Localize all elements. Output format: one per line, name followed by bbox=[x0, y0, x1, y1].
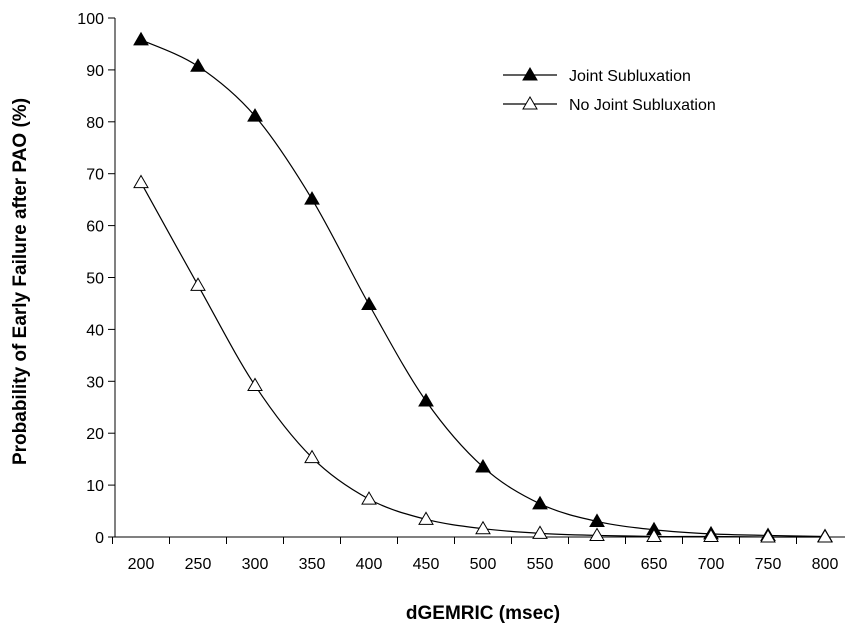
y-tick-label: 10 bbox=[86, 478, 104, 495]
legend-label: No Joint Subluxation bbox=[569, 97, 716, 114]
x-tick-label: 300 bbox=[242, 556, 269, 573]
data-point bbox=[247, 377, 263, 391]
x-tick-label: 700 bbox=[698, 556, 725, 573]
y-tick-label: 60 bbox=[86, 219, 104, 236]
data-point bbox=[589, 513, 605, 527]
data-point bbox=[190, 58, 206, 72]
legend-item: Joint Subluxation bbox=[503, 67, 691, 85]
data-point bbox=[304, 191, 320, 205]
legend-label: Joint Subluxation bbox=[569, 68, 691, 85]
y-tick-label: 40 bbox=[86, 322, 104, 339]
x-tick-label: 650 bbox=[641, 556, 668, 573]
data-point bbox=[589, 527, 605, 541]
x-tick-label: 350 bbox=[299, 556, 326, 573]
legend-marker bbox=[522, 96, 538, 110]
data-point bbox=[760, 529, 776, 543]
x-tick-label: 200 bbox=[128, 556, 155, 573]
legend-marker bbox=[522, 67, 538, 81]
x-tick-label: 800 bbox=[812, 556, 839, 573]
x-tick-label: 600 bbox=[584, 556, 611, 573]
y-tick-label: 100 bbox=[77, 11, 104, 28]
x-tick-label: 250 bbox=[185, 556, 212, 573]
data-point bbox=[133, 174, 149, 189]
data-point bbox=[703, 528, 719, 543]
data-point bbox=[418, 511, 434, 525]
data-point bbox=[247, 108, 263, 122]
x-tick-label: 550 bbox=[527, 556, 554, 573]
x-tick-label: 750 bbox=[755, 556, 782, 573]
series-2 bbox=[133, 174, 833, 543]
data-point bbox=[817, 529, 833, 543]
y-axis-title: Probability of Early Failure after PAO (… bbox=[10, 98, 31, 465]
data-point bbox=[361, 491, 377, 505]
series-line bbox=[140, 182, 826, 538]
data-point bbox=[418, 393, 434, 407]
y-tick-label: 0 bbox=[95, 530, 104, 547]
y-tick-label: 90 bbox=[86, 63, 104, 80]
y-tick-label: 80 bbox=[86, 115, 104, 132]
data-point bbox=[475, 458, 491, 473]
y-tick-label: 70 bbox=[86, 167, 104, 184]
data-point bbox=[133, 31, 149, 46]
data-point bbox=[646, 528, 662, 543]
axes: 0 10 20 30 40 50 60 70 80 90 100 200 250 300 350 400 450… bbox=[77, 11, 845, 573]
data-point bbox=[475, 520, 491, 535]
data-point bbox=[361, 296, 377, 311]
y-tick-label: 30 bbox=[86, 374, 104, 391]
y-tick-label: 50 bbox=[86, 271, 104, 288]
series-1 bbox=[133, 31, 833, 543]
x-tick-label: 450 bbox=[413, 556, 440, 573]
legend: Joint Subluxation No Joint Subluxation bbox=[503, 67, 716, 114]
data-point bbox=[532, 495, 548, 510]
legend-item: No Joint Subluxation bbox=[503, 96, 716, 114]
x-tick-label: 500 bbox=[470, 556, 497, 573]
x-axis-title: dGEMRIC (msec) bbox=[406, 603, 560, 624]
data-point bbox=[532, 525, 548, 539]
data-point bbox=[190, 277, 206, 291]
series-layer bbox=[133, 31, 833, 543]
data-point bbox=[304, 449, 320, 464]
x-tick-label: 400 bbox=[356, 556, 383, 573]
y-tick-label: 20 bbox=[86, 426, 104, 443]
